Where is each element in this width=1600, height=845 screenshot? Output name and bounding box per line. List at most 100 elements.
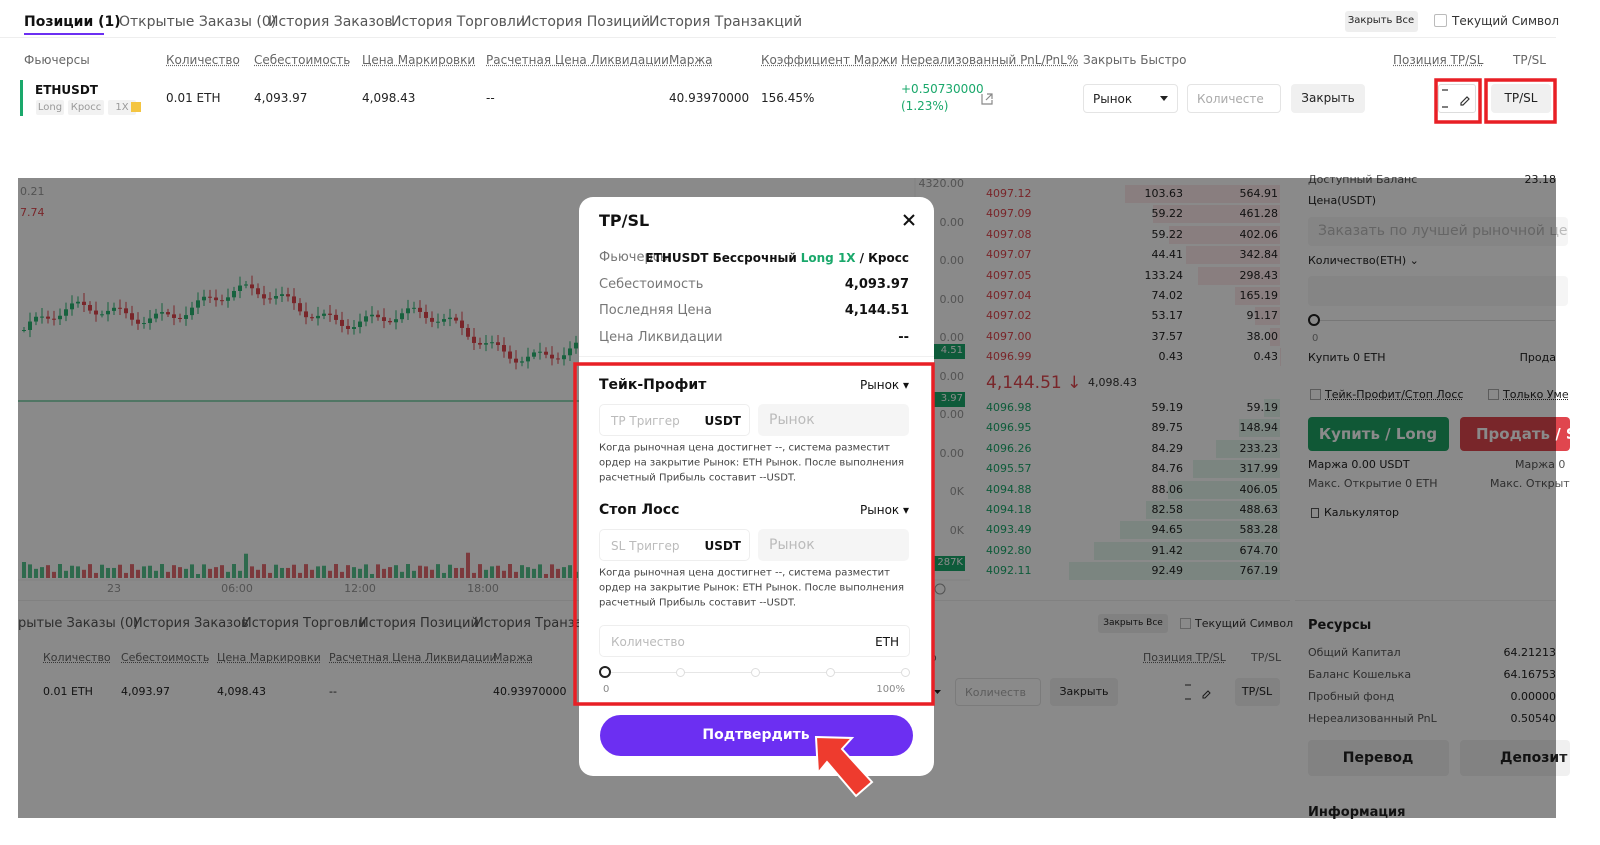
price-axis-label: 0.00 (939, 369, 965, 383)
close-all-button[interactable]: Закрыть Все (1345, 11, 1418, 32)
section-title: Стоп Лосс (599, 502, 680, 518)
mark-price: 4,098.43 (1088, 376, 1137, 389)
tab[interactable]: рытые Заказы (0) (18, 616, 139, 631)
tag-label: Long (37, 101, 63, 113)
tpsl-button[interactable]: TP/SL (1235, 678, 1280, 706)
price-axis-label: 0K (949, 523, 964, 537)
label: Доступный Баланс (1308, 173, 1418, 186)
label: Пробный фонд (1308, 690, 1395, 703)
checkbox[interactable] (1180, 618, 1191, 629)
depth-bar (1153, 205, 1280, 224)
price: 4096.99 (986, 350, 1032, 364)
button-label: Закрыть Все (1347, 15, 1415, 26)
quantity-input[interactable]: Количество ETH (599, 625, 910, 657)
placeholder: Количеств (965, 686, 1026, 699)
order-type-select[interactable]: Рынок (1083, 84, 1178, 113)
price-tag: 3.97 (933, 392, 965, 407)
depth-bar (1254, 307, 1280, 326)
close-button[interactable]: Закрыть (1050, 678, 1118, 706)
trigger-input[interactable]: SL Триггер USDT (599, 529, 750, 561)
placeholder: Количество (611, 635, 685, 649)
price-axis-label: 0K (949, 485, 964, 498)
tab[interactable]: История Позиций (521, 14, 651, 30)
column-header: Фьючерсы (24, 53, 90, 67)
tab[interactable]: История Транзакц (474, 616, 600, 631)
column-header: Себестоимость (254, 53, 351, 67)
quantity-input[interactable]: Количеств (955, 678, 1041, 706)
price: 4094.18 (986, 503, 1032, 516)
price: 4097.02 (986, 309, 1032, 323)
quantity-input[interactable]: Количестe (1187, 84, 1281, 113)
confirm-button[interactable]: Подтвердить (600, 715, 913, 756)
trigger-input[interactable]: TP Триггер USDT (599, 404, 750, 436)
close-button[interactable]: Закрыть (1291, 84, 1365, 113)
button-label: TP/SL (1241, 685, 1273, 698)
button-label: Подтвердить (702, 727, 810, 743)
price: 4096.98 (986, 401, 1032, 414)
checkbox[interactable] (1310, 389, 1321, 400)
edit-tpsl-button[interactable] (1438, 84, 1476, 113)
column-header: Цена Маркировки (217, 651, 321, 664)
tag-label: Кросс (70, 101, 102, 113)
depth-bar (1168, 480, 1280, 499)
cell: 0.01 ETH (43, 685, 93, 698)
checkbox[interactable] (1434, 14, 1447, 27)
total: 461.28 (1239, 207, 1279, 221)
tab[interactable]: История Транзакций (649, 14, 803, 30)
total: 233.23 (1239, 441, 1279, 455)
price: 4097.08 (986, 227, 1032, 241)
label: ETHUSDT (35, 83, 98, 97)
total: 148.94 (1239, 421, 1279, 435)
close-all-button[interactable]: Закрыть Все (1098, 614, 1168, 633)
total: 165.19 (1239, 289, 1279, 302)
tab[interactable]: Открытые Заказы (0) (119, 14, 277, 30)
column-header: Расчетная Цена Ликвидации (329, 651, 497, 664)
cell: 4,098.43 (362, 91, 416, 105)
tag: 1X (108, 100, 136, 115)
tab[interactable]: История Торговли (242, 616, 367, 631)
depth-bar (1269, 327, 1280, 346)
sell-button[interactable]: Продать / S (1460, 417, 1570, 451)
label: Нереализованный PnL (1308, 712, 1437, 725)
slider-track (1315, 320, 1555, 321)
tab[interactable]: Позиции (1) (24, 14, 121, 30)
tab[interactable]: История Заказов (268, 14, 393, 30)
label: Тейк-Профит/Стоп Лосс (1325, 388, 1464, 401)
label: Текущий Символ (1452, 14, 1560, 28)
quantity-input[interactable] (1308, 276, 1568, 306)
label: 4,093.97 (844, 277, 909, 292)
slider-handle[interactable] (1308, 314, 1320, 326)
deposit-button[interactable]: Депозит (1460, 740, 1570, 776)
price-input[interactable]: Заказать по лучшей рыночной цене (1308, 217, 1568, 246)
price-tag: 4.51 (933, 344, 965, 359)
size: 94.65 (1151, 523, 1184, 537)
tpsl-button[interactable]: TP/SL (1491, 84, 1551, 113)
tag-marker (131, 102, 141, 112)
tab[interactable]: История Заказов (133, 616, 249, 631)
label: 64.21213 (1503, 646, 1557, 659)
size: 53.17 (1151, 309, 1184, 323)
total: 91.17 (1246, 309, 1279, 323)
note: Когда рыночная цена достигнет --, систем… (599, 565, 911, 611)
checkbox[interactable] (1488, 389, 1499, 400)
buy-button[interactable]: Купить / Long (1308, 417, 1449, 451)
size: 59.19 (1151, 401, 1184, 414)
slider-handle[interactable] (599, 666, 611, 678)
tab[interactable]: История Торговли (391, 14, 525, 30)
label: Маржа 0.00 USDT (1308, 458, 1410, 471)
cell: 40.93970000 (493, 685, 567, 698)
price: 4096.26 (986, 441, 1032, 455)
size: 0.43 (1158, 350, 1184, 364)
tab[interactable]: История Позиций (359, 616, 479, 631)
transfer-button[interactable]: Перевод (1308, 740, 1449, 776)
total: 564.91 (1239, 187, 1279, 200)
order-type-select[interactable]: Рынок ▾ (860, 378, 909, 392)
price-input: Рынок (758, 529, 909, 561)
cell: +0.50730000 (901, 82, 984, 96)
label: 4,144.51 (844, 303, 909, 318)
tag: Кросс (68, 100, 104, 115)
label: 0.00000 (1510, 690, 1557, 703)
order-type-select[interactable]: Рынок ▾ (860, 503, 909, 517)
price: 4092.80 (986, 543, 1032, 557)
